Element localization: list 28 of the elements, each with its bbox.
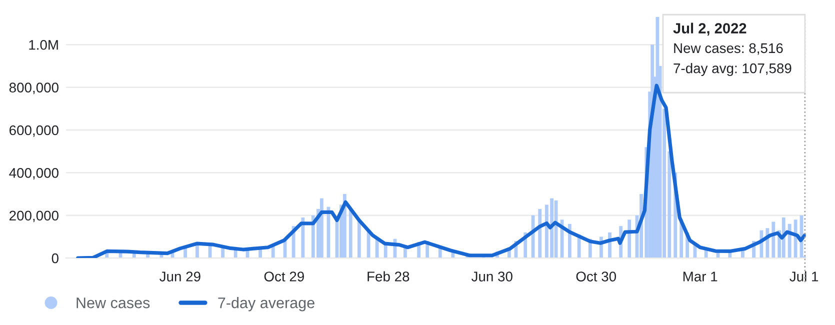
bar [628,220,632,258]
bar [320,198,324,258]
bar [538,208,542,258]
line-series [76,84,806,258]
annotation: Jul 2, 2022 [673,22,746,36]
legend-label: 7-day average [218,297,314,312]
y-tick-label: 400,000 [9,168,58,180]
bar [357,220,361,258]
bar [301,218,305,258]
y-tick-label: 200,000 [10,210,58,222]
x-tick-label: Oct 30 [576,272,616,282]
bar [348,208,352,258]
bar [221,248,224,258]
y-tick-label: 800,000 [9,82,58,94]
legend-label: New cases [76,298,150,308]
y-tick-label: 0 [52,253,58,264]
annotation: 7-day avg: 107,589 [674,63,792,76]
x-tick-label: Jul 1 [790,271,818,282]
x-tick-label: Jun 29 [160,272,200,282]
bar [554,200,558,258]
x-tick-label: Feb 28 [368,271,410,282]
bar [375,238,379,258]
x-tick-label: Jun 30 [471,272,512,282]
x-tick-label: Mar 1 [683,272,718,282]
y-tick-label: 1.0M [29,40,58,50]
y-tick-label: 600,000 [10,125,58,137]
annotation: New cases: 8,516 [674,43,783,55]
x-tick-label: Oct 29 [264,272,304,282]
